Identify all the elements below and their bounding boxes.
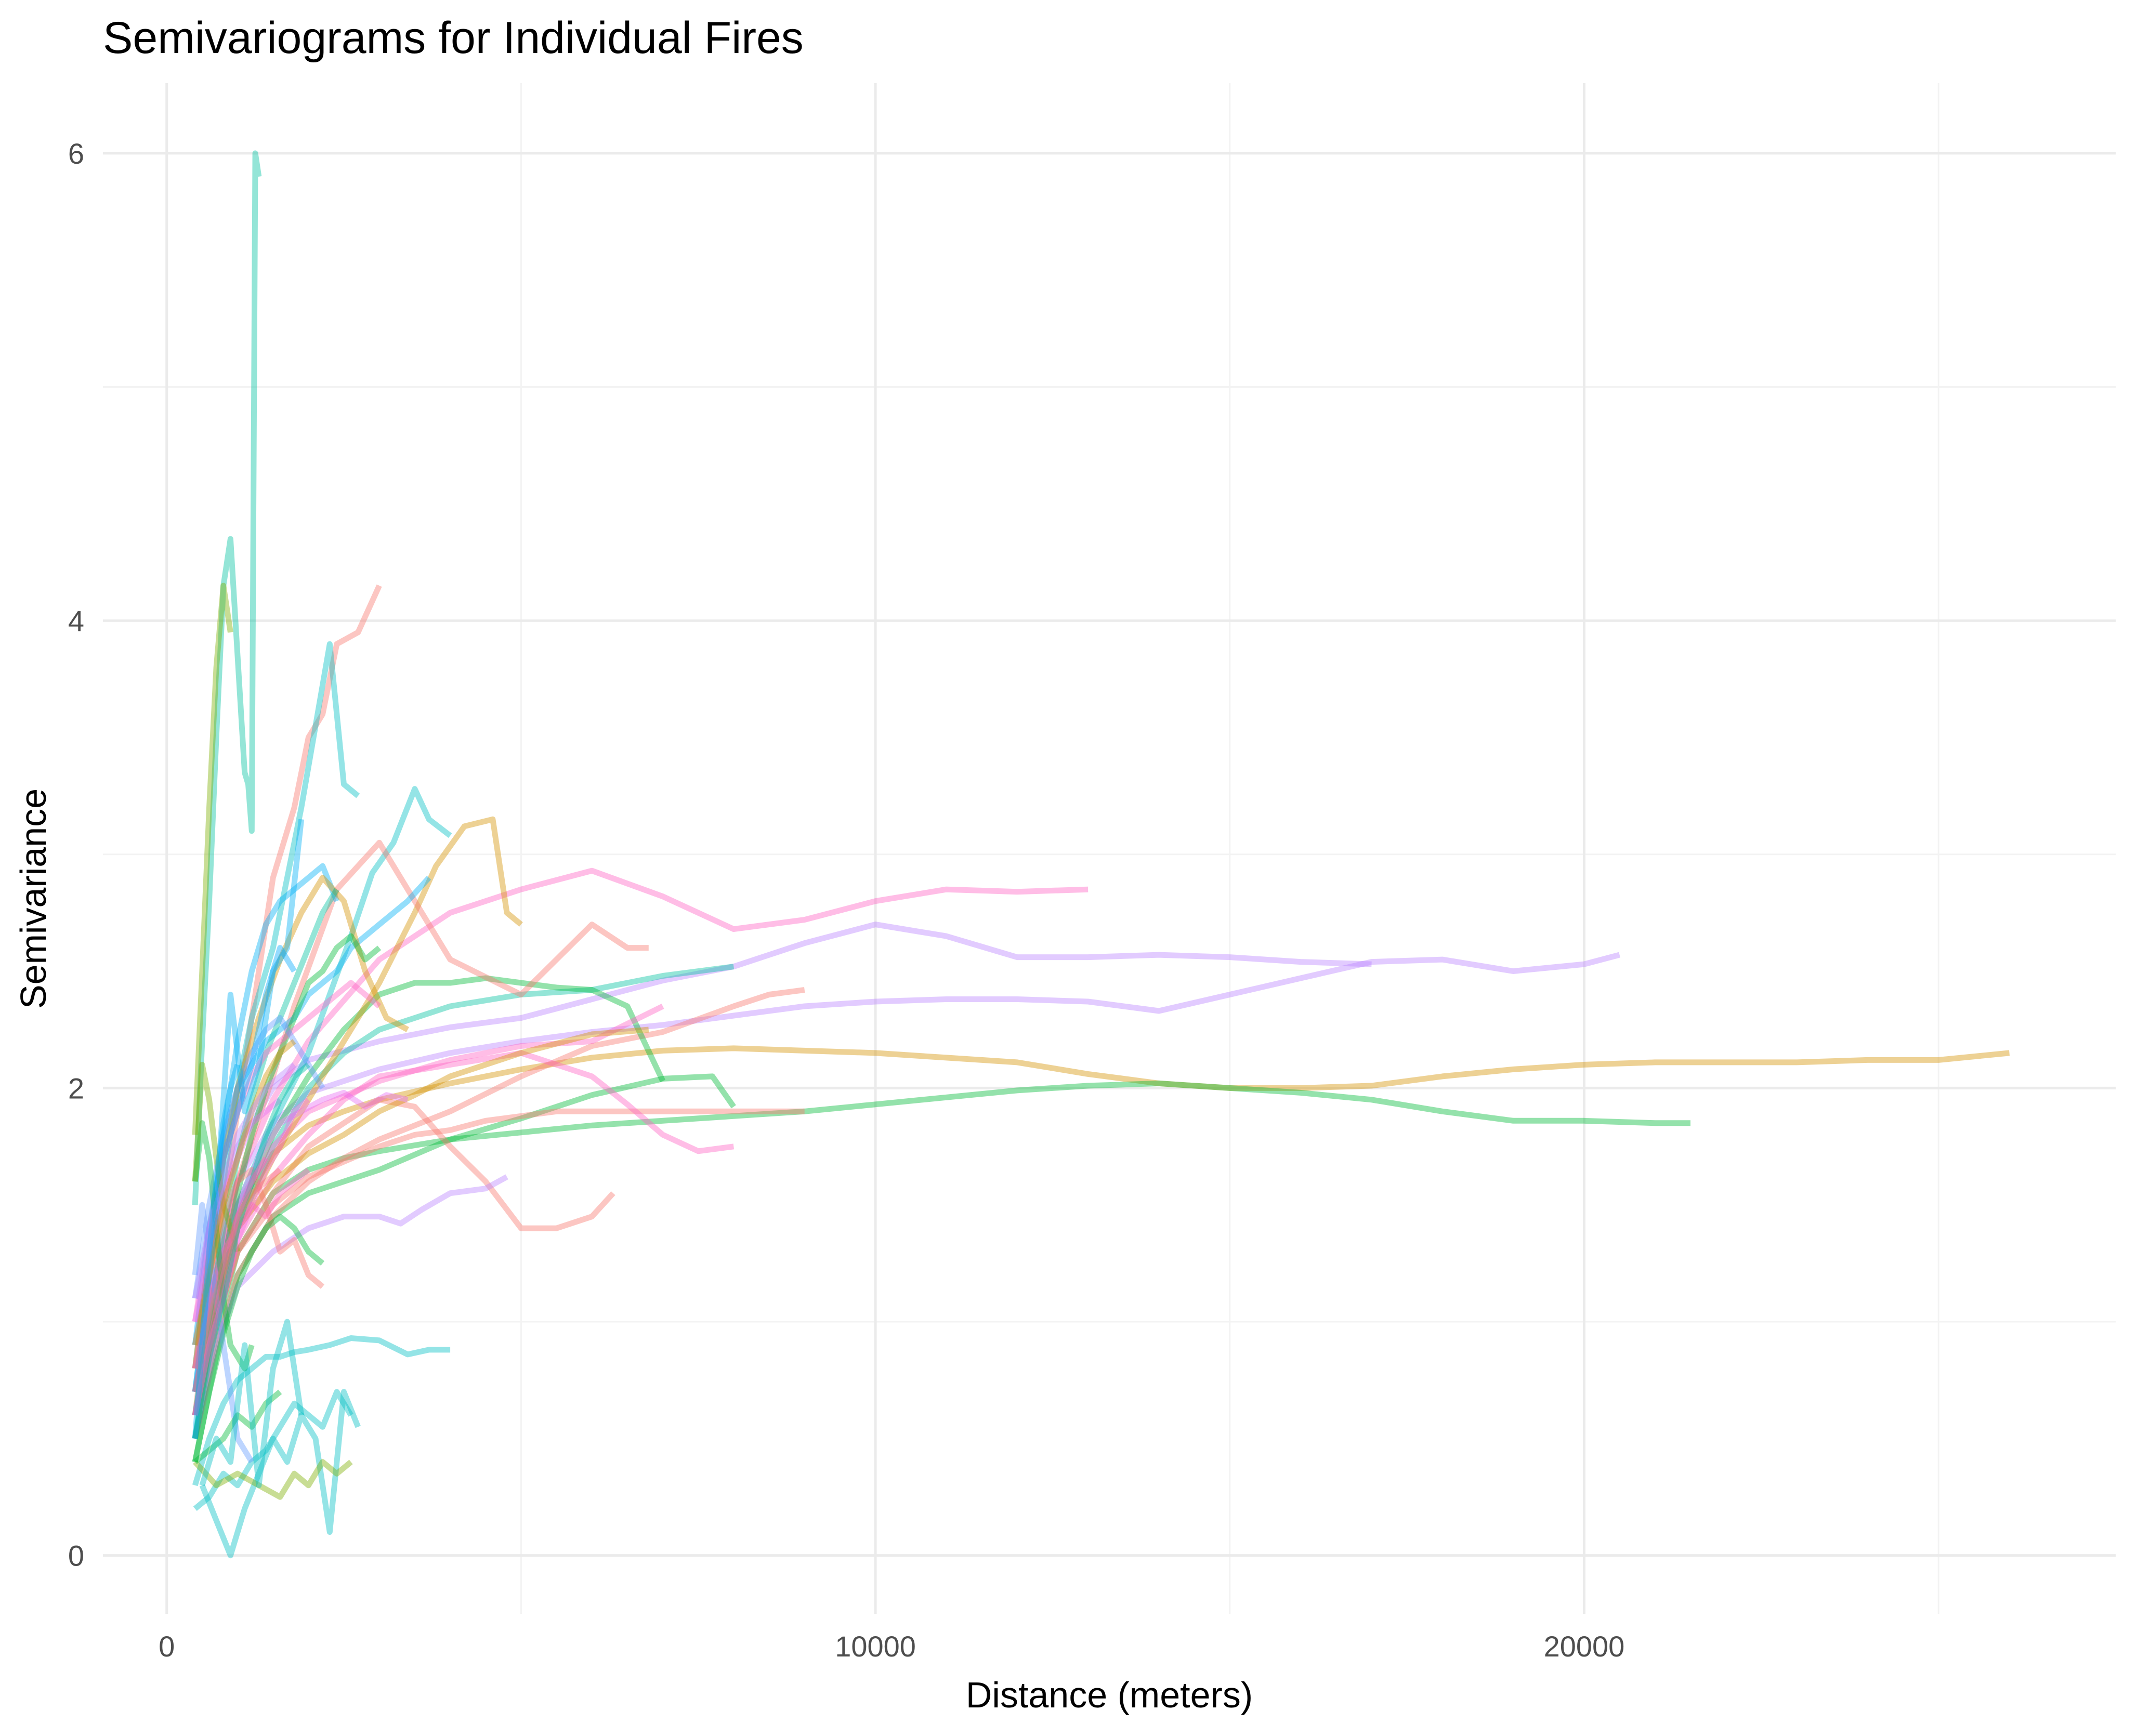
series-line-51 [192, 1062, 296, 1299]
series-line-35 [192, 980, 382, 1322]
series-line-7 [192, 964, 735, 1439]
series-line-12 [192, 1004, 664, 1392]
series-line-39 [192, 1167, 310, 1369]
series-line-6 [192, 1073, 736, 1463]
series-line-52 [192, 1063, 241, 1439]
series-line-30 [192, 875, 409, 1369]
series-line-40 [192, 1120, 255, 1372]
series-line-10 [192, 1050, 735, 1416]
series-line-17 [192, 816, 523, 1416]
series-line-8 [192, 987, 805, 1440]
series-line-48 [192, 1062, 310, 1439]
series-line-19 [192, 584, 382, 1416]
y-tick-label: 6 [68, 137, 84, 170]
series-line-4 [192, 922, 1372, 1346]
series-line-16 [192, 786, 452, 1416]
series-line-3 [192, 952, 1621, 1369]
series-line-24 [193, 1389, 353, 1511]
series-line-20 [192, 641, 360, 1392]
series-line-46 [192, 1097, 282, 1323]
series-line-38 [192, 945, 297, 1392]
x-tick-label: 10000 [835, 1630, 916, 1663]
series-line-32 [192, 888, 339, 1416]
series-line-34 [192, 1214, 325, 1463]
series-line-2 [192, 1080, 1690, 1439]
major-gridlines [103, 83, 2116, 1614]
series-line-50 [192, 1156, 269, 1416]
series-line-9 [192, 1108, 805, 1416]
series-line-26 [193, 1459, 353, 1500]
series-line-23 [192, 1335, 451, 1487]
y-tick-label: 2 [68, 1072, 84, 1104]
series-line-36 [192, 1015, 325, 1299]
series-line-21 [192, 150, 262, 1205]
series-line-14 [192, 1027, 649, 1393]
series-line-45 [192, 1097, 310, 1416]
chart-title: Semivariograms for Individual Fires [103, 13, 804, 63]
series-line-22 [192, 583, 233, 1135]
x-tick-label: 20000 [1544, 1630, 1625, 1663]
y-axis-tick-labels: 0 2 4 6 [68, 137, 84, 1572]
y-tick-label: 4 [68, 604, 84, 637]
series-line-5 [192, 867, 1089, 1392]
y-axis-title: Semivariance [13, 788, 54, 1009]
series-line-43 [193, 1389, 282, 1464]
series-line-49 [192, 1167, 282, 1392]
x-axis-tick-labels: 0 10000 20000 [159, 1630, 1624, 1663]
series-line-11 [192, 975, 666, 1416]
series-line-47 [192, 1039, 296, 1346]
series-lines [192, 150, 2010, 1559]
series-line-41 [192, 1202, 255, 1464]
x-axis-title: Distance (meters) [966, 1675, 1253, 1715]
x-tick-label: 0 [159, 1630, 175, 1663]
minor-gridlines [103, 83, 2116, 1614]
series-line-18 [192, 839, 649, 1392]
series-line-31 [192, 933, 382, 1439]
series-line-15 [192, 1174, 508, 1440]
series-line-29 [192, 1089, 409, 1392]
series-line-1 [192, 1045, 2010, 1416]
series-line-44 [199, 1319, 305, 1489]
series-line-27 [192, 876, 431, 1346]
y-tick-label: 0 [68, 1540, 84, 1572]
series-line-37 [199, 819, 305, 1346]
series-line-42 [192, 1061, 241, 1253]
series-line-13 [192, 1097, 615, 1416]
series-line-28 [192, 863, 339, 1369]
series-line-33 [192, 1167, 325, 1369]
series-line-25 [199, 1389, 361, 1559]
